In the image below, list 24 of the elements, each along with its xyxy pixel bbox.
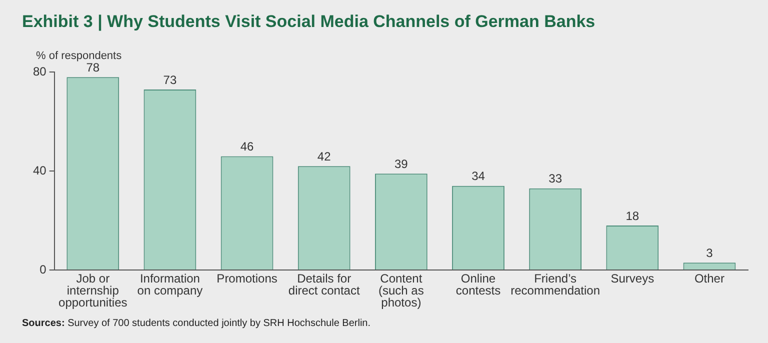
y-tick-label: 40	[32, 163, 47, 178]
data-label: 42	[317, 149, 332, 164]
data-label: 18	[626, 208, 640, 223]
x-tick-label: Friend’s recommendation	[510, 271, 600, 298]
data-label: 46	[240, 140, 254, 154]
source-note: Sources: Survey of 700 students conducted jointly by SRH Hochschule Berlin.	[22, 318, 371, 329]
x-tick-label: Information on company	[137, 271, 203, 298]
chart-title: Exhibit 3 | Why Students Visit Social Media Channels of German Banks	[22, 12, 596, 32]
x-tick-label: Other	[694, 271, 724, 286]
data-label: 34	[472, 169, 486, 184]
x-tick-label: Content (such as photos)	[378, 271, 424, 310]
y-tick-label: 80	[32, 64, 47, 79]
y-axis-title: % of respondents	[36, 50, 122, 62]
data-label: 78	[86, 60, 100, 74]
x-tick-label: Job or internship opportunities	[58, 271, 128, 310]
data-label: 39	[394, 156, 408, 171]
x-tick-label: Promotions	[216, 271, 278, 286]
x-tick-label: Surveys	[610, 271, 654, 286]
y-tick-label: 0	[40, 262, 47, 276]
data-label: 33	[548, 172, 562, 186]
x-tick-label: Details for direct contact	[288, 271, 360, 298]
data-label: 73	[163, 72, 177, 87]
x-tick-label: Online contests	[456, 271, 501, 298]
data-label: 3	[706, 246, 714, 260]
